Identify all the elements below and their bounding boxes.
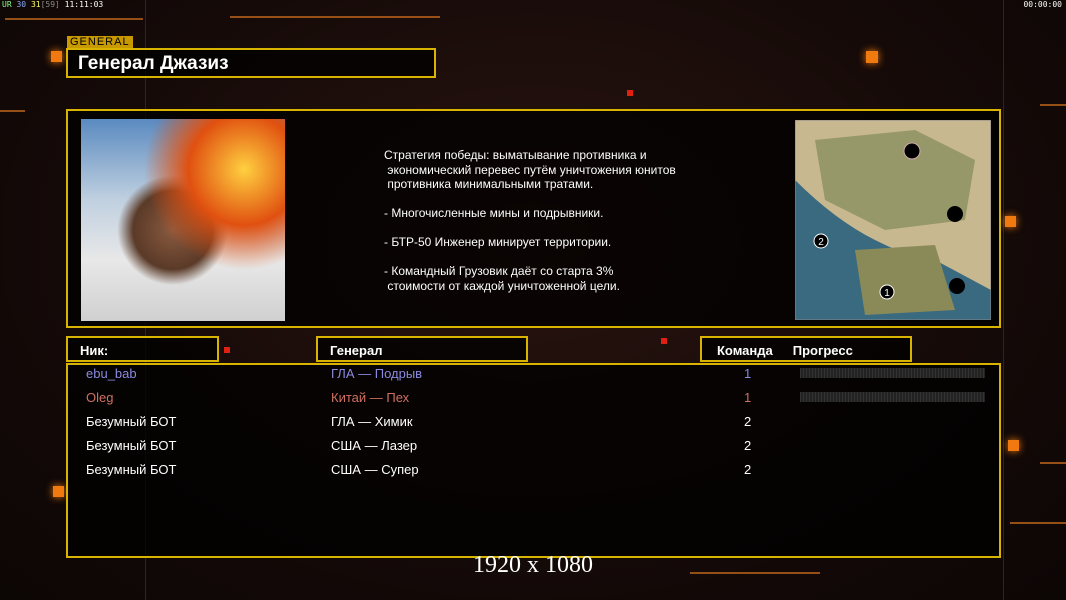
general-portrait [81,119,285,321]
player-team: 1 [744,390,752,405]
minimap[interactable]: 2 1 [795,120,991,320]
player-nick: Безумный БОТ [86,414,177,429]
hud-a: 30 [16,0,27,9]
decor-square [1008,440,1019,451]
start-marker-2 [813,233,829,249]
decor-line [1040,104,1066,106]
decor-line [1040,462,1066,464]
decor-line [690,572,820,574]
start-label-1: 1 [884,288,890,299]
hud-b: 31 [30,0,41,9]
header-progress: Прогресс [792,343,853,358]
strategy-description: Стратегия победы: выматывание противника… [384,148,676,293]
header-team: Команда [717,343,773,358]
general-info-panel: 2 1 [66,109,1001,328]
decor-square [866,51,878,63]
decor-line [5,18,143,20]
decor-line [1003,0,1004,600]
player-general: США — Супер [331,462,419,477]
fps-counter: UR 30 31[59] 11:11:03 [2,0,103,9]
decor-line [230,16,440,18]
player-progress-bar [800,392,985,402]
general-label: GENERAL [67,36,133,48]
start-label-2: 2 [818,237,824,248]
player-team: 2 [744,414,752,429]
player-nick: Безумный БОТ [86,438,177,453]
decor-line [0,110,25,112]
header-general: Генерал [316,336,528,362]
player-nick: Oleg [86,390,114,405]
player-nick: Безумный БОТ [86,462,177,477]
decor-square [627,90,633,96]
player-progress-bar [800,368,985,378]
player-general: ГЛА — Химик [331,414,413,429]
player-team: 2 [744,462,752,477]
player-general: США — Лазер [331,438,418,453]
header-team-progress: Команда Прогресс [700,336,912,362]
hud-prefix: UR [2,0,12,9]
resolution-label: 1920 x 1080 [473,552,593,578]
decor-square [661,338,667,344]
general-title: Генерал Джазиз [66,48,436,78]
player-team: 1 [744,366,752,381]
header-nick: Ник: [66,336,219,362]
hud-c: [59] [40,0,60,9]
player-nick: ebu_bab [86,366,137,381]
start-marker-1 [879,284,895,300]
player-general: Китай — Пех [331,390,410,405]
game-clock: 00:00:00 [1023,0,1062,9]
player-general: ГЛА — Подрыв [331,366,423,381]
decor-square [53,486,64,497]
decor-square [224,347,230,353]
decor-square [51,51,62,62]
player-team: 2 [744,438,752,453]
decor-line [1010,522,1066,524]
decor-square [1005,216,1016,227]
hud-time: 11:11:03 [64,0,104,9]
